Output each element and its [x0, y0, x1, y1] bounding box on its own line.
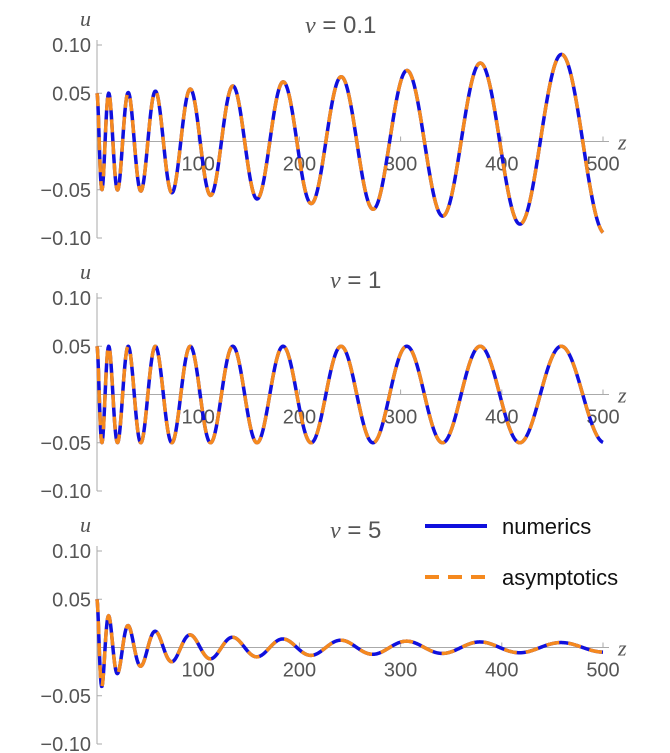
- x-tick-label: 200: [283, 407, 316, 429]
- panel-title: v = 1: [330, 267, 381, 294]
- panels: 0.10 0.05 −0.05 −0.10 100 200 300 400 500 u z v = 0…: [40, 6, 627, 753]
- x-tick-label: 200: [283, 660, 316, 682]
- y-tick-label: 0.05: [52, 83, 91, 105]
- x-tick-label: 400: [485, 407, 518, 429]
- y-tick-label: 0.05: [52, 336, 91, 358]
- y-axis-label: u: [80, 6, 91, 31]
- x-tick-label: 500: [586, 407, 619, 429]
- legend-label-asymptotics: asymptotics: [502, 565, 618, 590]
- series-asymptotics: [95, 52, 605, 234]
- panel-title: v = 0.1: [305, 12, 376, 39]
- y-tick-label: 0.10: [52, 541, 91, 563]
- series-asymptotics: [95, 599, 605, 689]
- x-tick-label: 300: [384, 407, 417, 429]
- x-tick-label: 300: [384, 154, 417, 176]
- x-tick-label: 100: [182, 407, 215, 429]
- x-tick-label: 500: [586, 154, 619, 176]
- y-tick-label: −0.10: [40, 228, 91, 250]
- legend: numerics asymptotics: [425, 514, 618, 590]
- x-tick-label: 300: [384, 660, 417, 682]
- y-tick-label: −0.05: [40, 433, 91, 455]
- panel-title: v = 5: [330, 517, 381, 544]
- series-numerics: [95, 52, 605, 234]
- x-axis-label: z: [617, 383, 627, 408]
- y-tick-label: 0.10: [52, 288, 91, 310]
- panel-2: 0.10 0.05 −0.05 −0.10 100 200 300 400 500 u z v = 1: [40, 259, 627, 503]
- x-axis-label: z: [617, 130, 627, 155]
- series-asymptotics: [95, 344, 605, 445]
- y-axis-label: u: [80, 512, 91, 537]
- x-tick-label: 100: [182, 660, 215, 682]
- x-axis-label: z: [617, 636, 627, 661]
- legend-label-numerics: numerics: [502, 514, 591, 539]
- y-tick-label: −0.05: [40, 686, 91, 708]
- y-tick-label: −0.10: [40, 481, 91, 503]
- x-tick-label: 100: [182, 154, 215, 176]
- y-tick-label: 0.10: [52, 35, 91, 57]
- x-tick-label: 400: [485, 660, 518, 682]
- x-tick-label: 500: [586, 660, 619, 682]
- y-tick-label: −0.10: [40, 734, 91, 753]
- panel-3: 0.10 0.05 −0.05 −0.10 100 200 300 400 500 u z v = 5: [40, 512, 627, 753]
- y-tick-label: −0.05: [40, 180, 91, 202]
- y-axis-label: u: [80, 259, 91, 284]
- y-tick-label: 0.05: [52, 589, 91, 611]
